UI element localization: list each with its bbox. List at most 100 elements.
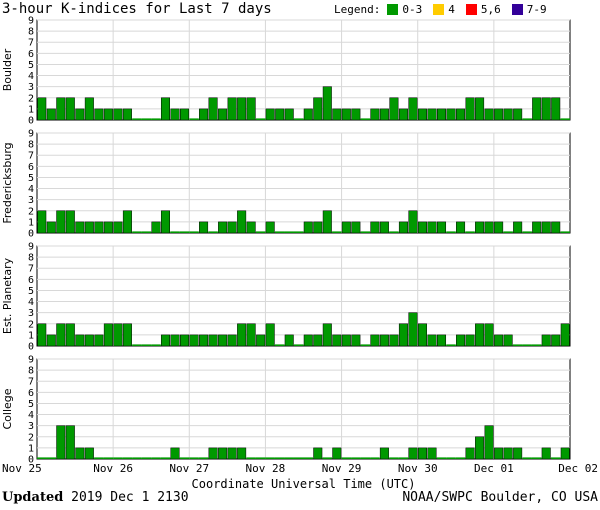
y-tick-label: 5	[28, 399, 34, 410]
y-tick-label: 9	[28, 355, 34, 366]
bar-fredericksburg	[113, 221, 123, 234]
bar-est-planetary	[256, 334, 266, 347]
y-tick-label: 7	[28, 151, 34, 162]
bar-est-planetary	[560, 323, 570, 347]
bar-est-planetary	[113, 323, 123, 347]
bar-college	[503, 447, 513, 460]
y-tick-label: 4	[28, 71, 34, 82]
bar-est-planetary	[160, 334, 171, 347]
bar-est-planetary	[551, 334, 561, 347]
bar-est-planetary	[265, 323, 275, 347]
bar-fredericksburg	[227, 221, 237, 234]
y-tick-label: 6	[28, 162, 34, 173]
bar-est-planetary	[246, 323, 256, 347]
bar-fredericksburg	[103, 221, 113, 234]
bar-fredericksburg	[265, 221, 275, 234]
y-tick-label: 4	[28, 297, 34, 308]
bar-fredericksburg	[313, 221, 323, 234]
bar-est-planetary	[351, 334, 361, 347]
bar-boulder	[398, 108, 408, 121]
bar-boulder	[351, 108, 361, 121]
bar-boulder	[427, 108, 437, 121]
bar-college	[541, 447, 551, 460]
bar-college	[560, 447, 570, 460]
bar-boulder	[503, 108, 513, 121]
y-tick-label: 3	[28, 82, 34, 93]
panel-label-boulder: Boulder	[1, 48, 14, 91]
bar-college	[56, 425, 66, 460]
bar-boulder	[94, 108, 104, 121]
legend-item-0-3: 0-3	[387, 3, 422, 16]
bar-fredericksburg	[551, 221, 561, 234]
bar-est-planetary	[218, 334, 228, 347]
panel-frame-fredericksburg	[36, 132, 571, 234]
bar-boulder	[113, 108, 123, 121]
bar-boulder	[160, 97, 171, 121]
bar-fredericksburg	[532, 221, 542, 234]
bar-fredericksburg	[484, 221, 494, 234]
bar-boulder	[122, 108, 132, 121]
bar-boulder	[370, 108, 380, 121]
bar-boulder	[408, 97, 418, 121]
bar-fredericksburg	[303, 221, 313, 234]
y-tick-label: 2	[28, 93, 34, 104]
bar-est-planetary	[456, 334, 466, 347]
bar-est-planetary	[208, 334, 218, 347]
bar-est-planetary	[475, 323, 485, 347]
y-tick-label: 1	[28, 104, 34, 115]
y-tick-label: 7	[28, 264, 34, 275]
x-tick-label: Nov 30	[398, 462, 438, 475]
bar-est-planetary	[284, 334, 294, 347]
legend: Legend: 0-3 4 5,6 7-9	[334, 3, 547, 16]
updated-label: Updated	[2, 490, 64, 505]
bar-boulder	[103, 108, 113, 121]
y-tick-label: 2	[28, 206, 34, 217]
x-axis-title: Coordinate Universal Time (UTC)	[192, 477, 416, 491]
y-tick-label: 4	[28, 184, 34, 195]
y-tick-label: 1	[28, 443, 34, 454]
y-tick-label: 3	[28, 195, 34, 206]
x-tick-label: Nov 26	[93, 462, 133, 475]
bar-est-planetary	[437, 334, 447, 347]
bar-fredericksburg	[370, 221, 380, 234]
bar-fredericksburg	[322, 210, 332, 234]
bar-fredericksburg	[84, 221, 94, 234]
bar-college	[208, 447, 218, 460]
bar-est-planetary	[408, 312, 418, 347]
bar-boulder	[275, 108, 285, 121]
bar-boulder	[56, 97, 66, 121]
legend-swatch-0-3	[387, 4, 399, 15]
legend-text-0-3: 0-3	[402, 3, 423, 16]
bar-fredericksburg	[37, 210, 47, 234]
chart-title: 3-hour K-indices for Last 7 days	[2, 1, 272, 17]
y-tick-label: 0	[28, 229, 34, 240]
bar-college	[513, 447, 523, 460]
x-tick-label: Dec 01	[474, 462, 514, 475]
y-tick-label: 0	[28, 342, 34, 353]
bar-fredericksburg	[94, 221, 104, 234]
bar-est-planetary	[65, 323, 75, 347]
bar-fredericksburg	[437, 221, 447, 234]
y-tick-label: 8	[28, 253, 34, 264]
bar-est-planetary	[303, 334, 313, 347]
bar-boulder	[551, 97, 561, 121]
bar-fredericksburg	[246, 221, 256, 234]
bar-boulder	[332, 108, 342, 121]
bar-fredericksburg	[199, 221, 209, 234]
bar-college	[427, 447, 437, 460]
bar-boulder	[265, 108, 275, 121]
bar-college	[65, 425, 75, 460]
bar-fredericksburg	[427, 221, 437, 234]
bar-boulder	[37, 97, 47, 121]
bar-boulder	[75, 108, 85, 121]
y-tick-label: 2	[28, 319, 34, 330]
y-tick-label: 2	[28, 432, 34, 443]
bar-college	[84, 447, 94, 460]
bar-est-planetary	[398, 323, 408, 347]
bar-est-planetary	[313, 334, 323, 347]
bar-est-planetary	[322, 323, 332, 347]
bar-college	[332, 447, 342, 460]
bar-est-planetary	[122, 323, 132, 347]
bar-boulder	[227, 97, 237, 121]
